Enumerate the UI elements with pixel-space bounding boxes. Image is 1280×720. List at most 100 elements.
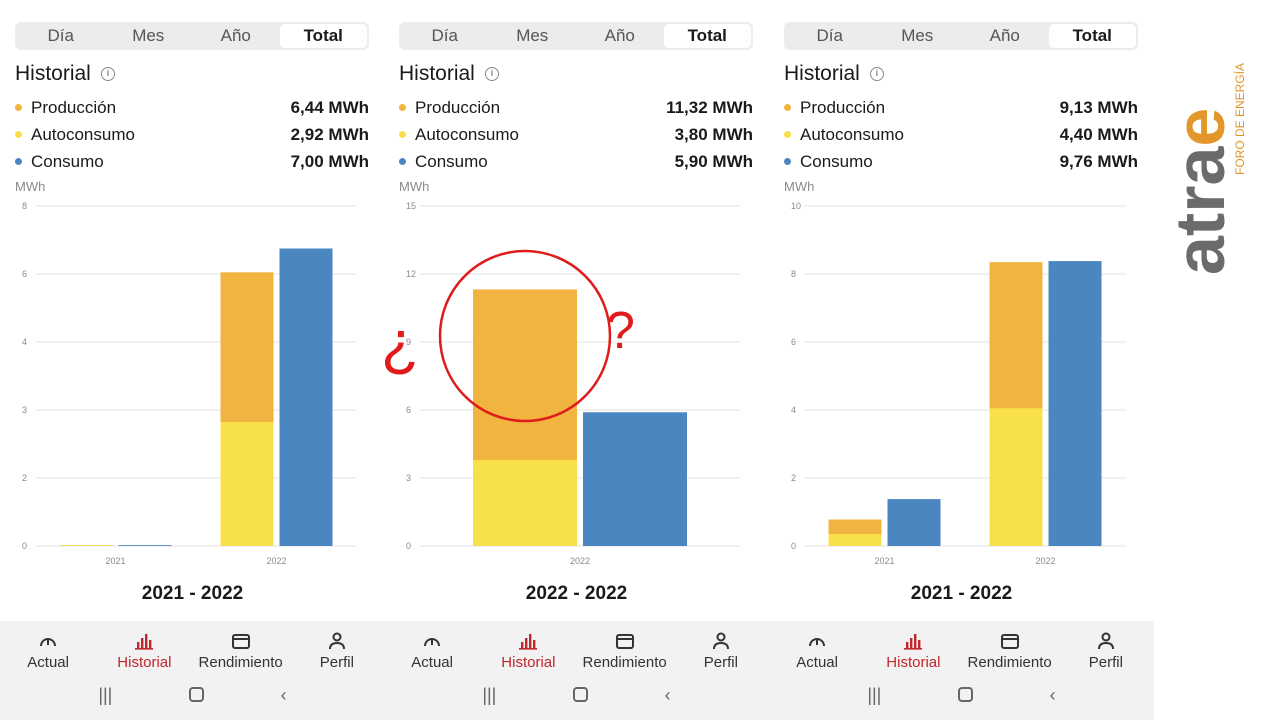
segment-dia[interactable]: Día bbox=[816, 26, 843, 45]
wallet-icon bbox=[615, 634, 634, 649]
bar-chart-icon bbox=[904, 634, 923, 650]
system-navigation: ||| ‹ bbox=[384, 673, 769, 706]
y-tick-label: 6 bbox=[791, 337, 796, 347]
title-row: Historial i bbox=[784, 62, 884, 86]
y-tick-label: 0 bbox=[406, 541, 411, 551]
segment-total[interactable]: Total bbox=[279, 24, 367, 48]
tab-rendimiento[interactable]: Rendimiento bbox=[577, 631, 673, 673]
tab-actual[interactable]: Actual bbox=[384, 631, 480, 673]
legend-value: 11,32 MWh bbox=[666, 97, 753, 117]
tab-label: Rendimiento bbox=[198, 654, 283, 671]
bottom-navigation: Actual Historial Rendimiento Perfil ||| ‹ bbox=[0, 621, 385, 720]
back-icon[interactable]: ‹ bbox=[1049, 685, 1056, 705]
y-tick-label: 8 bbox=[22, 201, 27, 211]
tab-actual[interactable]: Actual bbox=[0, 631, 96, 673]
info-icon[interactable]: i bbox=[484, 67, 499, 81]
recent-apps-icon[interactable]: ||| bbox=[867, 685, 882, 705]
page-title: Historial bbox=[784, 62, 860, 85]
gauge-icon bbox=[809, 638, 826, 647]
legend-label: Consumo bbox=[31, 151, 104, 171]
tab-perfil[interactable]: Perfil bbox=[289, 631, 385, 673]
segment-dia[interactable]: Día bbox=[47, 26, 74, 45]
wallet-icon bbox=[1000, 634, 1019, 649]
tab-label: Actual bbox=[27, 654, 69, 671]
y-tick-label: 10 bbox=[791, 201, 801, 211]
tab-actual[interactable]: Actual bbox=[769, 631, 865, 673]
y-tick-label: 2 bbox=[791, 473, 796, 483]
tab-label: Historial bbox=[117, 654, 172, 671]
app-screen: Día Mes Año Total Historial i Producción 11,32 … bbox=[381, 0, 769, 720]
segment-ano[interactable]: Año bbox=[989, 26, 1020, 45]
tab-rendimiento[interactable]: Rendimiento bbox=[962, 631, 1058, 673]
page-title: Historial bbox=[15, 62, 91, 85]
tab-icon-wrap bbox=[962, 631, 1058, 651]
segment-mes[interactable]: Mes bbox=[516, 26, 549, 45]
segment-total[interactable]: Total bbox=[1048, 24, 1136, 48]
segment-total[interactable]: Total bbox=[663, 24, 751, 48]
legend-value: 3,80 MWh bbox=[674, 124, 753, 144]
recent-apps-icon[interactable]: ||| bbox=[482, 685, 497, 705]
unit-label: MWh bbox=[15, 179, 46, 194]
legend-row: Consumo 7,00 MWh bbox=[15, 148, 369, 175]
logo-text: atrae bbox=[1172, 108, 1239, 275]
legend-value: 9,13 MWh bbox=[1059, 97, 1138, 117]
tab-icon-wrap bbox=[384, 631, 480, 651]
segment-ano[interactable]: Año bbox=[604, 26, 635, 45]
info-icon[interactable]: i bbox=[869, 67, 884, 81]
tab-perfil[interactable]: Perfil bbox=[673, 631, 769, 673]
segment-dia[interactable]: Día bbox=[431, 26, 458, 45]
tab-rendimiento[interactable]: Rendimiento bbox=[193, 631, 289, 673]
bottom-navigation: Actual Historial Rendimiento Perfil ||| ‹ bbox=[384, 621, 769, 720]
legend-value: 6,44 MWh bbox=[290, 97, 369, 117]
legend-label: Autoconsumo bbox=[415, 124, 519, 144]
legend-label: Consumo bbox=[800, 151, 873, 171]
segment-ano[interactable]: Año bbox=[220, 26, 251, 45]
tab-historial[interactable]: Historial bbox=[865, 631, 961, 673]
segment-mes[interactable]: Mes bbox=[132, 26, 165, 45]
legend-row: Producción 9,13 MWh bbox=[784, 94, 1138, 121]
tab-icon-wrap bbox=[577, 631, 673, 651]
legend: Producción 9,13 MWh Autoconsumo 4,40 MWh Con… bbox=[784, 94, 1138, 175]
legend-label: Producción bbox=[415, 97, 501, 117]
bar-autoconsumo bbox=[59, 545, 113, 546]
bar-chart-icon bbox=[519, 634, 538, 650]
y-tick-label: 9 bbox=[406, 337, 411, 347]
tab-perfil[interactable]: Perfil bbox=[1058, 631, 1154, 673]
bar-consumo bbox=[1048, 261, 1102, 546]
period-segmented-control: Día Mes Año Total bbox=[15, 22, 369, 50]
legend-label: Producción bbox=[31, 97, 117, 117]
legend-value: 9,76 MWh bbox=[1059, 151, 1138, 171]
tab-label: Actual bbox=[796, 654, 838, 671]
app-screen: Día Mes Año Total Historial i Producción 9,13 M… bbox=[769, 0, 1154, 720]
segment-mes[interactable]: Mes bbox=[901, 26, 934, 45]
tab-label: Actual bbox=[411, 654, 453, 671]
back-icon[interactable]: ‹ bbox=[664, 685, 671, 705]
tab-historial[interactable]: Historial bbox=[96, 631, 192, 673]
period-segmented-control: Día Mes Año Total bbox=[399, 22, 753, 50]
legend-row: Autoconsumo 4,40 MWh bbox=[784, 121, 1138, 148]
home-icon[interactable] bbox=[573, 687, 589, 702]
gauge-icon bbox=[40, 638, 57, 647]
legend-dot bbox=[784, 158, 791, 165]
tab-icon-wrap bbox=[0, 631, 96, 651]
recent-apps-icon[interactable]: ||| bbox=[98, 685, 113, 705]
bar-consumo bbox=[887, 499, 941, 546]
tab-icon-wrap bbox=[769, 631, 865, 651]
y-tick-label: 8 bbox=[791, 269, 796, 279]
y-tick-label: 15 bbox=[406, 201, 416, 211]
unit-label: MWh bbox=[784, 179, 815, 194]
period-segmented-control: Día Mes Año Total bbox=[784, 22, 1138, 50]
legend-row: Autoconsumo 3,80 MWh bbox=[399, 121, 753, 148]
tab-historial[interactable]: Historial bbox=[480, 631, 576, 673]
info-icon[interactable]: i bbox=[100, 67, 115, 81]
bar-chart: 0 3 6 9 12 15 2022 ¿? bbox=[381, 201, 741, 566]
legend-value: 4,40 MWh bbox=[1059, 124, 1138, 144]
home-icon[interactable] bbox=[189, 687, 205, 702]
date-range: 2021 - 2022 bbox=[910, 583, 1013, 604]
back-icon[interactable]: ‹ bbox=[280, 685, 287, 705]
legend-row: Consumo 9,76 MWh bbox=[784, 148, 1138, 175]
home-icon[interactable] bbox=[958, 687, 974, 702]
y-tick-label: 0 bbox=[791, 541, 796, 551]
legend: Producción 6,44 MWh Autoconsumo 2,92 MWh Con… bbox=[15, 94, 369, 175]
bar-consumo bbox=[118, 545, 172, 546]
